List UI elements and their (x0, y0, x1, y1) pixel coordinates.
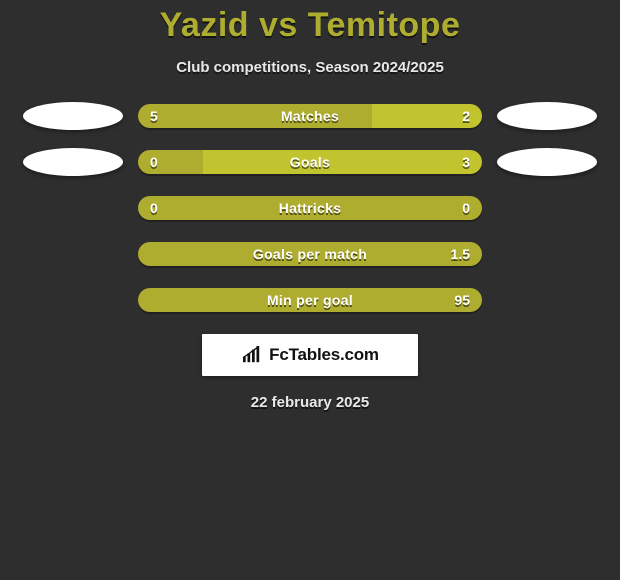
stat-bar: 5Matches2 (138, 104, 482, 128)
bar-segment-right (138, 242, 482, 266)
left-side (8, 102, 138, 130)
logo-text: FcTables.com (269, 345, 379, 365)
comparison-row: Goals per match1.5 (0, 242, 620, 266)
comparison-row: Min per goal95 (0, 288, 620, 312)
comparison-row: 5Matches2 (0, 104, 620, 128)
comparison-row: 0Hattricks0 (0, 196, 620, 220)
right-side (482, 148, 612, 176)
stat-bar: Goals per match1.5 (138, 242, 482, 266)
bar-segment-right (138, 288, 482, 312)
stat-bar: 0Goals3 (138, 150, 482, 174)
player-ellipse-right (497, 102, 597, 130)
player-ellipse-left (23, 102, 123, 130)
bar-segment-left (138, 196, 482, 220)
stat-bar: Min per goal95 (138, 288, 482, 312)
bar-segment-right (203, 150, 482, 174)
bar-segment-right (372, 104, 482, 128)
source-logo: FcTables.com (202, 334, 418, 376)
comparison-rows: 5Matches2 0Goals3 0Hattricks0 Goals per mat… (0, 104, 620, 312)
stat-bar: 0Hattricks0 (138, 196, 482, 220)
comparison-row: 0Goals3 (0, 150, 620, 174)
bar-segment-left (138, 150, 203, 174)
player-ellipse-right (497, 148, 597, 176)
page-subtitle: Club competitions, Season 2024/2025 (0, 59, 620, 76)
bar-segment-left (138, 104, 372, 128)
left-side (8, 148, 138, 176)
player-ellipse-left (23, 148, 123, 176)
date-label: 22 february 2025 (0, 394, 620, 411)
chart-icon (241, 346, 263, 364)
right-side (482, 102, 612, 130)
page-title: Yazid vs Temitope (0, 6, 620, 45)
